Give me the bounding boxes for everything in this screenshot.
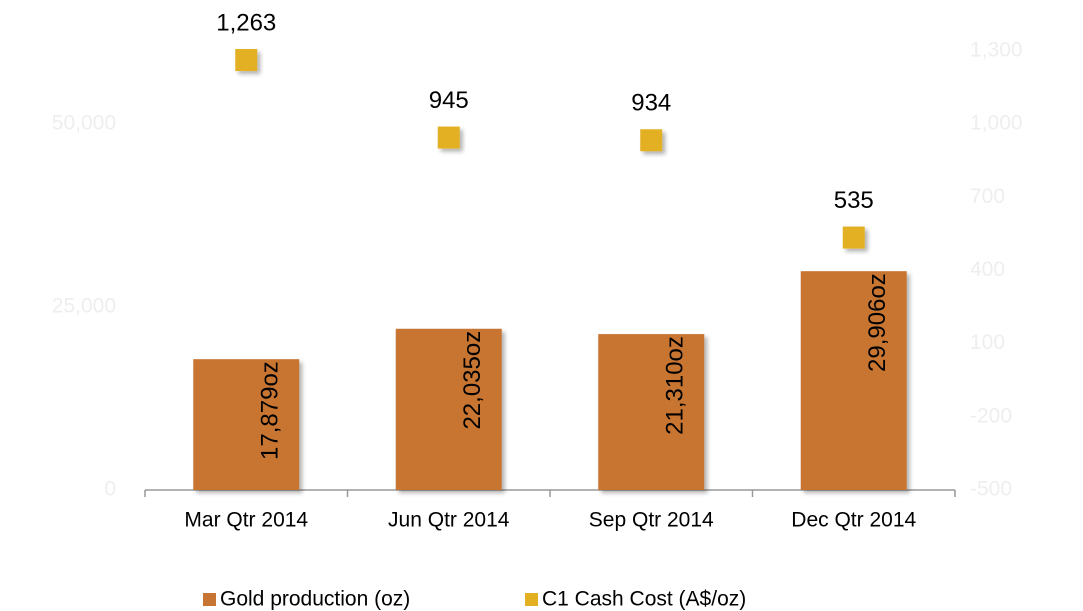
y-tick-label: 25,000 bbox=[52, 295, 116, 318]
y2-tick-label: 1,000 bbox=[970, 112, 1023, 135]
y2-tick-label: -200 bbox=[970, 404, 1012, 427]
legend-swatch bbox=[525, 593, 538, 606]
x-tick-label: Jun Qtr 2014 bbox=[388, 509, 510, 532]
marker bbox=[235, 49, 258, 72]
legend-label: C1 Cash Cost (A$/oz) bbox=[542, 588, 746, 611]
legend-swatch bbox=[203, 593, 216, 606]
y2-tick-label: 1,300 bbox=[970, 39, 1023, 62]
marker bbox=[640, 129, 663, 152]
y2-tick-label: 400 bbox=[970, 258, 1005, 281]
legend-label: Gold production (oz) bbox=[220, 588, 410, 611]
bar bbox=[193, 359, 300, 490]
bar bbox=[395, 328, 502, 490]
marker-label: 1,263 bbox=[216, 9, 276, 36]
y2-tick-label: 700 bbox=[970, 185, 1005, 208]
bar-label: 17,879oz bbox=[257, 361, 284, 460]
bar-label: 29,906oz bbox=[864, 273, 891, 372]
marker-label: 934 bbox=[631, 90, 671, 117]
bar bbox=[800, 271, 907, 490]
x-tick-label: Sep Qtr 2014 bbox=[589, 509, 714, 532]
marker-label: 945 bbox=[429, 87, 469, 114]
bar-label: 21,310oz bbox=[662, 336, 689, 435]
y2-tick-label: 100 bbox=[970, 331, 1005, 354]
y-tick-label: 50,000 bbox=[52, 112, 116, 135]
marker bbox=[842, 226, 865, 249]
x-tick-label: Dec Qtr 2014 bbox=[791, 509, 916, 532]
marker bbox=[437, 126, 460, 149]
marker-label: 535 bbox=[834, 187, 874, 214]
y-tick-label: 0 bbox=[104, 478, 116, 501]
bar-label: 22,035oz bbox=[459, 331, 486, 430]
bar bbox=[598, 334, 705, 490]
x-tick-label: Mar Qtr 2014 bbox=[184, 509, 308, 532]
y2-tick-label: -500 bbox=[970, 478, 1012, 501]
